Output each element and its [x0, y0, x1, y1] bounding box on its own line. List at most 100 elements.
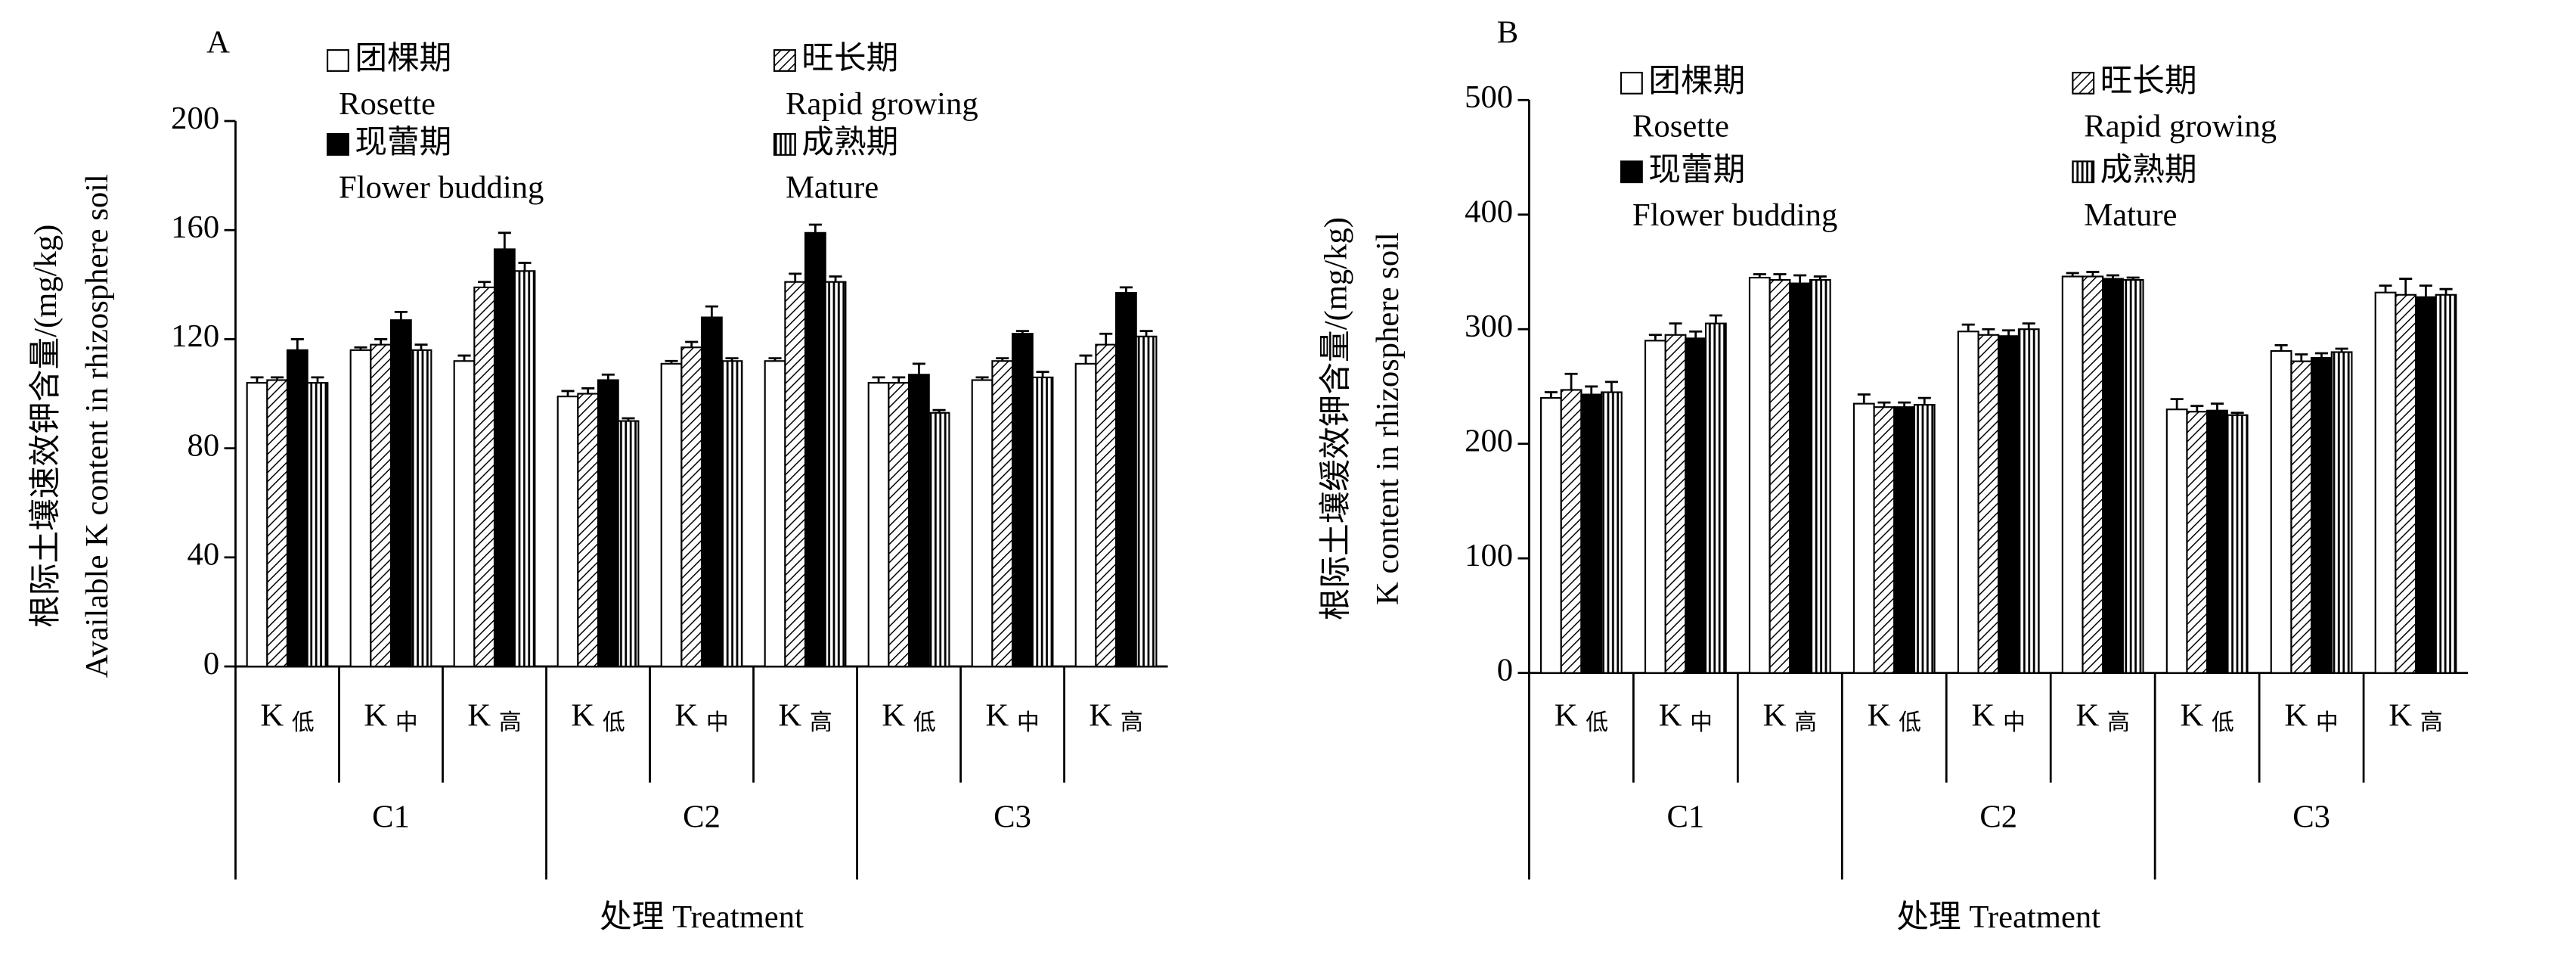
- category-sub: 低: [913, 710, 936, 735]
- category-sub: 中: [2003, 710, 2026, 735]
- category-main: K: [1089, 697, 1120, 733]
- legend-label: 成熟期 Mature: [2076, 152, 2197, 233]
- error-bar: [705, 305, 718, 318]
- legend-label: 成熟期 Mature: [777, 125, 898, 206]
- error-bar: [271, 376, 284, 380]
- bar: [721, 360, 743, 668]
- error-bar: [2022, 322, 2035, 330]
- category-sub: 低: [292, 710, 315, 735]
- category-sub: 低: [2212, 710, 2234, 735]
- category-main: K: [778, 697, 809, 733]
- error-bar: [996, 357, 1009, 362]
- error-bar: [1079, 354, 1093, 364]
- bar: [370, 343, 392, 668]
- y-tick-label: 80: [188, 427, 220, 463]
- category-main: K: [2076, 697, 2107, 733]
- error-bar: [1898, 401, 1911, 408]
- category-sub: 中: [1690, 710, 1713, 735]
- bar: [2122, 279, 2144, 674]
- legend-swatch: [327, 133, 349, 156]
- bar: [286, 349, 308, 668]
- bar: [784, 281, 807, 668]
- y-axis-label: Available K content in rhizosphere soil: [79, 174, 115, 678]
- bar: [1114, 292, 1137, 668]
- category-main: K: [571, 697, 602, 733]
- legend-en: Mature: [777, 170, 879, 206]
- bar: [2435, 293, 2457, 674]
- error-bar: [829, 275, 842, 282]
- group-label: C3: [2292, 800, 2330, 835]
- error-bar: [1119, 286, 1133, 293]
- category-sub: 中: [706, 710, 729, 735]
- bar: [493, 248, 516, 668]
- error-bar: [2335, 347, 2348, 352]
- error-bar: [1982, 328, 1995, 335]
- legend-swatch: [773, 133, 796, 156]
- x-axis-label: 处理 Treatment: [1896, 899, 2100, 935]
- bar: [1873, 406, 1896, 674]
- category-main: K: [674, 697, 705, 733]
- bar: [2186, 411, 2209, 674]
- legend-swatch: [2072, 160, 2095, 184]
- legend-swatch: [773, 49, 796, 72]
- error-bar: [311, 376, 324, 384]
- y-tick-label: 100: [1465, 538, 1513, 573]
- error-bar: [1015, 330, 1029, 334]
- legend-cn: 成熟期: [801, 125, 898, 160]
- bar: [473, 286, 496, 668]
- error-bar: [932, 408, 946, 413]
- y-tick-label: 40: [188, 537, 220, 573]
- category-sub: 高: [2420, 710, 2443, 735]
- category-sub: 中: [395, 710, 418, 735]
- y-tick-label: 400: [1465, 194, 1513, 230]
- category-main: K: [2388, 697, 2419, 733]
- error-bar: [457, 354, 471, 362]
- error-bar: [1544, 391, 1558, 399]
- error-bar: [725, 357, 739, 362]
- error-bar: [622, 417, 635, 421]
- bar: [2061, 275, 2084, 674]
- x-tick-label: K 高: [778, 697, 832, 735]
- error-bar: [1793, 274, 1807, 284]
- bar: [2414, 296, 2437, 674]
- error-bar: [414, 343, 428, 350]
- error-bar: [1669, 322, 1682, 335]
- error-bar: [1857, 393, 1871, 404]
- error-bar: [2274, 344, 2288, 351]
- bar: [1580, 393, 1603, 674]
- bar: [2165, 408, 2188, 674]
- bar: [888, 382, 910, 668]
- y-tick-label: 0: [203, 646, 219, 682]
- bar: [1809, 279, 1831, 674]
- category-main: K: [1555, 697, 1586, 733]
- x-tick-label: K 中: [364, 697, 417, 735]
- bar: [410, 349, 432, 668]
- legend-en: Rapid growing: [2076, 108, 2277, 144]
- bar: [2017, 328, 2040, 674]
- error-bar: [1139, 330, 1153, 337]
- bar: [306, 382, 329, 668]
- x-tick-label: K 高: [2388, 697, 2442, 735]
- legend-swatch: [1620, 71, 1643, 95]
- bar: [513, 270, 536, 668]
- category-sub: 中: [2316, 710, 2339, 735]
- error-bar: [2066, 272, 2079, 277]
- error-bar: [1773, 273, 1787, 281]
- bar: [1748, 276, 1771, 674]
- bar: [660, 362, 683, 668]
- bar: [907, 374, 930, 668]
- x-tick-label: K 中: [1659, 697, 1713, 735]
- group-label: C1: [372, 800, 410, 835]
- legend-swatch: [327, 49, 349, 72]
- legend-cn: 现蕾期: [355, 125, 451, 160]
- category-sub: 低: [603, 710, 625, 735]
- legend-en: Rapid growing: [777, 86, 978, 122]
- x-tick-label: K 高: [467, 697, 521, 735]
- legend-label: 现蕾期 Flower budding: [1624, 152, 1837, 233]
- bar: [1913, 404, 1936, 674]
- error-bar: [290, 338, 304, 350]
- bar: [1601, 391, 1623, 674]
- x-tick-label: K 高: [2076, 697, 2130, 735]
- bar: [2311, 357, 2333, 674]
